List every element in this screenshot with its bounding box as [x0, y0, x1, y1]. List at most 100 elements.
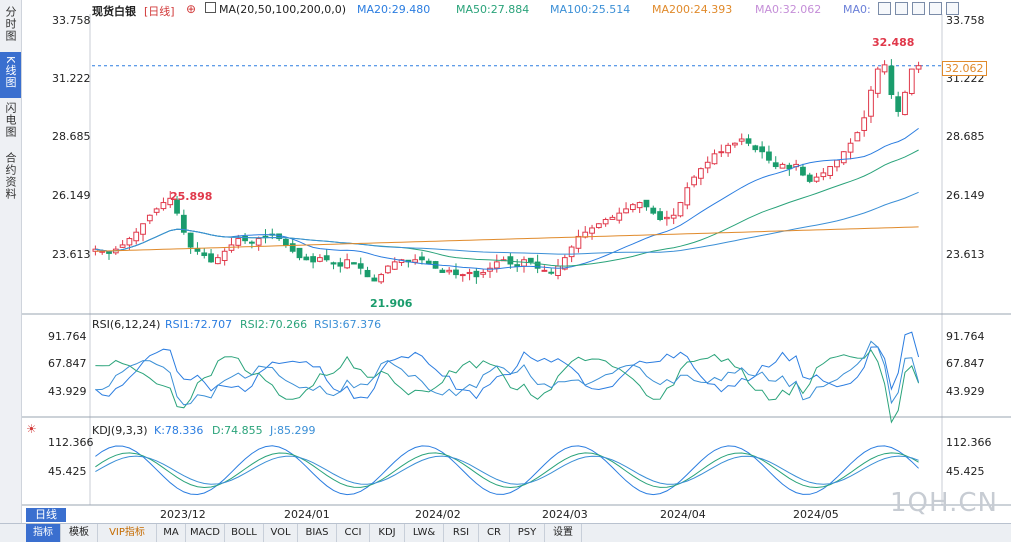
period-label[interactable]: [日线] [144, 5, 175, 18]
candle-body [881, 64, 888, 73]
kdj-d-value: D:74.855 [212, 424, 263, 437]
candle-body [670, 214, 677, 219]
tab-time-chart[interactable]: 分时图 [0, 6, 21, 48]
candle-body [248, 241, 255, 244]
candle-body [874, 68, 881, 94]
price-axis-label: 28.685 [946, 130, 985, 143]
rsi2-line [95, 349, 920, 424]
tab-kline-chart[interactable]: K线图 [0, 52, 21, 98]
x-axis-label: 2024/04 [660, 508, 706, 521]
period-selector[interactable]: 日线 [26, 508, 66, 522]
candle-body [493, 261, 500, 269]
tab-indicators[interactable]: 指标 [26, 524, 61, 542]
candle-body [786, 164, 793, 170]
kdj-axis-label: 45.425 [946, 465, 985, 478]
price-axis-label: 26.149 [946, 189, 985, 202]
candle-body [820, 172, 827, 178]
candle-body [902, 91, 908, 116]
candle-body [521, 259, 527, 267]
chart-type-icon[interactable] [205, 2, 216, 13]
bottom-tab-bar: 指标 模板 VIP指标 MA MACD BOLL VOL BIAS CCI KD… [0, 523, 1011, 542]
close-icon[interactable] [946, 2, 959, 15]
candle-body [323, 255, 330, 261]
price-axis-label-left: 33.758 [52, 14, 91, 27]
candle-body [466, 271, 473, 275]
candle-body [119, 244, 126, 248]
candle-body [616, 212, 623, 221]
candle-body [194, 248, 201, 252]
tab-contract-info[interactable]: 合约资料 [0, 152, 21, 212]
candle-body [310, 256, 316, 263]
tab-ma[interactable]: MA [157, 524, 186, 542]
rsi-title: RSI(6,12,24) [92, 318, 161, 331]
candle-body [677, 202, 684, 217]
tab-cci[interactable]: CCI [337, 524, 370, 542]
candle-body [201, 252, 208, 257]
candle-body [262, 235, 269, 238]
chart-canvas[interactable] [22, 0, 1011, 523]
candle-body [459, 274, 466, 277]
kdj-axis-label-left: 112.366 [48, 436, 94, 449]
candle-body [915, 65, 922, 70]
rsi3-line [95, 340, 920, 406]
ma100-line [95, 191, 919, 255]
candle-body [738, 138, 745, 142]
candle-body [561, 257, 568, 270]
tab-bias[interactable]: BIAS [298, 524, 337, 542]
kdj-settings-icon[interactable]: ☀ [26, 422, 37, 436]
candle-body [766, 151, 772, 161]
rsi-axis-label: 91.764 [946, 330, 985, 343]
rsi-axis-label: 43.929 [946, 385, 985, 398]
candle-body [357, 263, 364, 269]
candle-body [242, 235, 248, 242]
tab-flash-chart[interactable]: 闪电图 [0, 102, 21, 148]
candle-body [351, 262, 357, 265]
tab-macd[interactable]: MACD [186, 524, 225, 542]
candle-body [602, 218, 609, 225]
chart-area[interactable]: 现货白银 [日线] ⊕ MA(20,50,100,200,0,0) MA20:2… [22, 0, 1011, 523]
candle-body [840, 151, 847, 164]
candle-body [255, 238, 262, 246]
left-high-label: 25.898 [170, 190, 213, 203]
tab-lw[interactable]: LW& [405, 524, 444, 542]
candle-body [684, 187, 691, 206]
candle-body [364, 269, 371, 278]
candle-body [908, 68, 915, 94]
tab-vol[interactable]: VOL [264, 524, 298, 542]
candle-body [868, 89, 874, 117]
candle-body [650, 207, 657, 214]
candle-body [412, 259, 419, 263]
crosshair-icon[interactable] [895, 2, 908, 15]
tab-kdj[interactable]: KDJ [370, 524, 405, 542]
tab-settings[interactable]: 设置 [545, 524, 582, 542]
candle-body [827, 166, 834, 176]
candle-body [711, 153, 718, 165]
tab-rsi[interactable]: RSI [444, 524, 479, 542]
tab-template[interactable]: 模板 [61, 524, 98, 542]
candle-body [541, 269, 548, 272]
candle-body [861, 117, 868, 131]
table-icon[interactable] [912, 2, 925, 15]
kdj-k-value: K:78.336 [154, 424, 204, 437]
grid-icon[interactable] [929, 2, 942, 15]
candle-body [834, 159, 840, 168]
candle-body [303, 256, 310, 261]
tab-cr[interactable]: CR [479, 524, 510, 542]
candle-body [133, 231, 140, 242]
candle-body [514, 264, 521, 267]
candle-body [623, 208, 629, 214]
tab-boll[interactable]: BOLL [225, 524, 264, 542]
tab-vip-indicators[interactable]: VIP指标 [98, 524, 157, 542]
price-axis-label-left: 26.149 [52, 189, 91, 202]
candle-body [446, 269, 453, 273]
candle-body [160, 202, 167, 210]
tab-psy[interactable]: PSY [510, 524, 545, 542]
candle-body [296, 247, 303, 259]
kdj-title: KDJ(9,3,3) [92, 424, 148, 437]
settings-icon[interactable]: ⊕ [186, 2, 197, 16]
expand-icon[interactable] [878, 2, 891, 15]
candle-body [146, 214, 153, 222]
candle-body [888, 65, 895, 96]
ma20-value: MA20:29.480 [357, 3, 431, 16]
candle-body [378, 274, 385, 283]
